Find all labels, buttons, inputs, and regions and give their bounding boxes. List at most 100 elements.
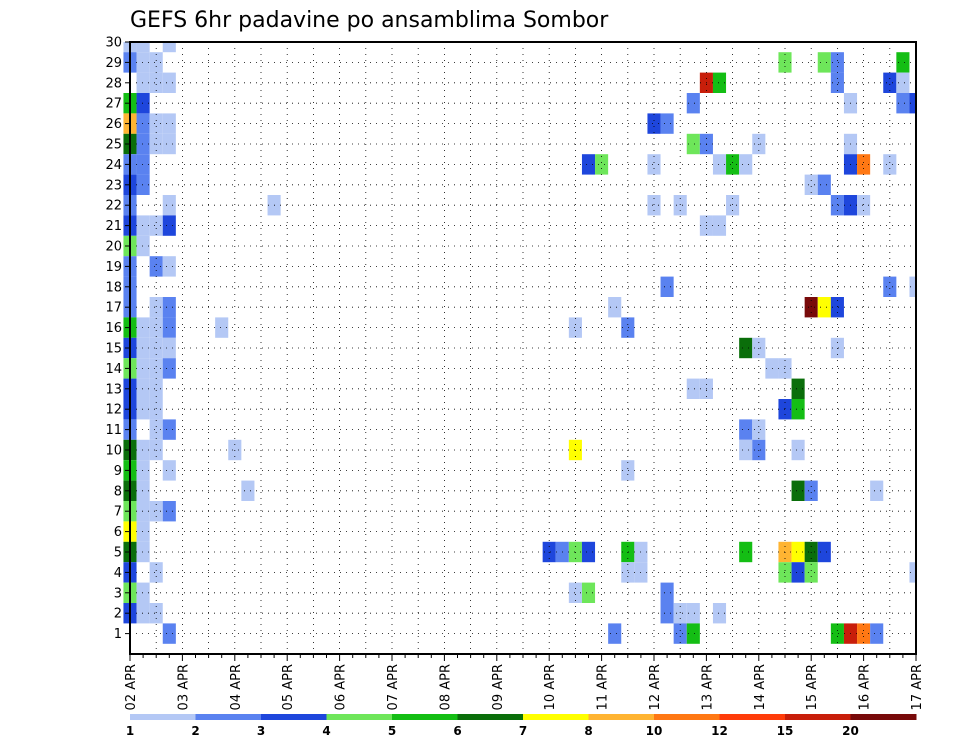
heatmap-cell — [149, 399, 163, 420]
colorbar: 1 2 3 4 5 6 7 8 10 12 15 20 — [126, 714, 917, 738]
heatmap-cell — [136, 42, 150, 53]
heatmap-cell — [686, 378, 700, 399]
heatmap-cell — [883, 276, 897, 297]
heatmap-cell — [136, 541, 150, 563]
heatmap-cell — [817, 52, 831, 73]
heatmap-cell — [149, 378, 163, 399]
y-tick-label: 18 — [105, 280, 122, 295]
heatmap-cell — [726, 154, 740, 175]
y-tick-label: 13 — [105, 382, 122, 397]
heatmap-cell — [149, 72, 163, 93]
colorbar-label: 5 — [388, 724, 396, 738]
heatmap-cell — [896, 52, 910, 73]
heatmap-cell — [136, 154, 150, 175]
colorbar-label: 8 — [584, 724, 592, 738]
heatmap-cell — [136, 460, 150, 481]
heatmap-cell — [686, 133, 700, 155]
heatmap-cell — [149, 256, 163, 277]
grid-lines — [130, 41, 916, 654]
heatmap-cell — [136, 337, 150, 359]
heatmap-cell — [621, 562, 635, 583]
heatmap-cell — [712, 72, 727, 93]
heatmap-cell — [136, 480, 150, 501]
colorbar-label: 12 — [711, 724, 728, 738]
heatmap-cell — [896, 72, 910, 93]
heatmap-cell — [830, 52, 844, 73]
heatmap-cell — [162, 358, 176, 379]
heatmap-cell — [621, 460, 635, 481]
heatmap-cell — [136, 582, 150, 603]
x-tick-label: 08 APR — [438, 664, 453, 710]
heatmap-cell — [660, 603, 674, 624]
y-tick-label: 30 — [105, 36, 122, 51]
heatmap-cell — [739, 337, 753, 359]
heatmap-cell — [673, 195, 687, 216]
heatmap-cell — [791, 378, 805, 399]
heatmap-cell — [712, 603, 727, 624]
heatmap-cell — [136, 113, 150, 134]
heatmap-cell — [136, 501, 150, 522]
heatmap-cell — [804, 562, 818, 583]
heatmap-cell — [909, 93, 916, 114]
heatmap-cell — [149, 562, 163, 583]
heatmap-cell — [621, 317, 635, 338]
y-tick-label: 7 — [114, 505, 122, 520]
heatmap-cell — [765, 358, 779, 379]
heatmap-cell — [673, 623, 687, 644]
heatmap-cell — [712, 215, 727, 236]
colorbar-swatch — [719, 714, 786, 720]
y-tick-label: 12 — [105, 403, 122, 418]
heatmap-cell — [817, 174, 831, 195]
y-tick-label: 2 — [114, 607, 122, 622]
heatmap-cell — [581, 541, 596, 563]
heatmap-cell — [608, 297, 622, 318]
heatmap-cell — [162, 256, 176, 277]
y-tick-label: 20 — [105, 240, 122, 255]
heatmap-cell — [136, 133, 150, 155]
heatmap-cell — [647, 195, 661, 216]
x-tick-label: 02 APR — [124, 664, 139, 710]
heatmap-cell — [162, 297, 176, 318]
heatmap-cell — [149, 317, 163, 338]
heatmap-cell — [883, 72, 897, 93]
heatmap-cell — [686, 623, 700, 644]
heatmap-cell — [791, 399, 805, 420]
y-tick-label: 29 — [105, 56, 122, 71]
heatmap-cell — [149, 113, 163, 134]
y-tick-label: 16 — [105, 321, 122, 336]
y-tick-label: 17 — [105, 301, 122, 316]
heatmap-cell — [149, 603, 163, 624]
y-tick-label: 4 — [114, 566, 122, 581]
heatmap-cell — [136, 215, 150, 236]
heatmap-cell — [136, 399, 150, 420]
y-tick-label: 27 — [105, 97, 122, 112]
heatmap-cell — [162, 215, 176, 236]
heatmap-cell — [149, 297, 163, 318]
heatmap-cell — [162, 42, 176, 53]
y-tick-label: 25 — [105, 138, 122, 153]
heatmap-cell — [726, 195, 740, 216]
heatmap-cell — [817, 541, 831, 563]
heatmap-cell — [162, 133, 176, 155]
heatmap-cell — [149, 501, 163, 522]
y-tick-label: 19 — [105, 260, 122, 275]
heatmap-cell — [241, 480, 255, 501]
heatmap-cell — [136, 317, 150, 338]
heatmap-cell — [752, 419, 766, 440]
x-tick-label: 06 APR — [334, 664, 349, 710]
heatmap-cell — [817, 297, 831, 318]
y-tick-label: 22 — [105, 199, 122, 214]
x-tick-label: 17 APR — [910, 664, 925, 710]
y-tick-label: 9 — [114, 464, 122, 479]
heatmap-cell — [136, 358, 150, 379]
heatmap-cell — [804, 297, 818, 318]
heatmap-cell — [162, 623, 176, 644]
heatmap-cell — [581, 154, 596, 175]
heatmap-cell — [136, 93, 150, 114]
colorbar-swatch — [850, 714, 917, 720]
heatmap-cell — [136, 235, 150, 257]
heatmap-cell — [162, 337, 176, 359]
colorbar-swatch — [785, 714, 851, 720]
y-tick-label: 5 — [114, 546, 122, 561]
heatmap-cell — [830, 623, 844, 644]
